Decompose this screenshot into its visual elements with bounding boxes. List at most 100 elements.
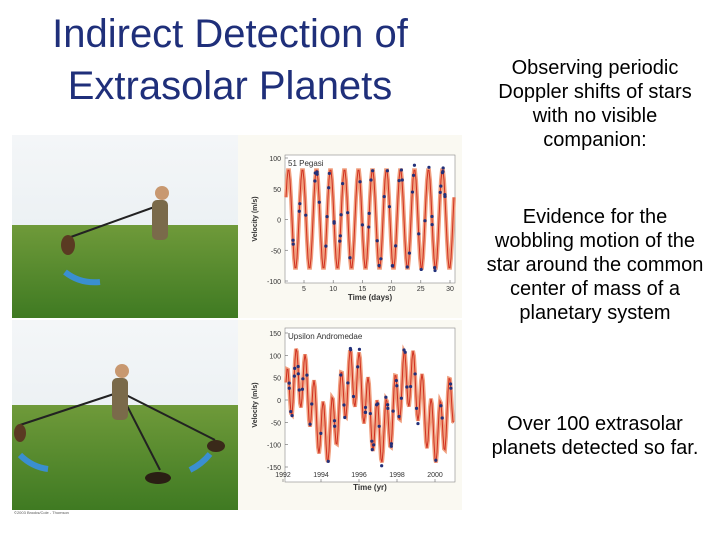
y-tick-label: 0 bbox=[277, 218, 281, 225]
person bbox=[152, 200, 168, 240]
person-head bbox=[115, 364, 129, 378]
observation-dot bbox=[363, 405, 368, 410]
observation-dot bbox=[427, 165, 431, 169]
observation-dot bbox=[385, 169, 389, 173]
observation-dot bbox=[289, 409, 293, 414]
x-tick-label: 30 bbox=[446, 286, 454, 293]
y-tick-label: -100 bbox=[267, 443, 281, 450]
observation-dot bbox=[438, 190, 442, 194]
observation-dot bbox=[440, 171, 445, 175]
x-tick-label: 1998 bbox=[389, 472, 405, 479]
observation-dot bbox=[390, 264, 394, 268]
observation-dot bbox=[351, 394, 356, 399]
x-tick-label: 1996 bbox=[351, 472, 367, 479]
photo-grass bbox=[12, 405, 238, 510]
chart-label: 51 Pegasi bbox=[288, 159, 324, 168]
y-tick-label: 0 bbox=[277, 398, 281, 405]
x-tick-label: 1994 bbox=[313, 472, 329, 479]
observation-dot bbox=[399, 168, 403, 172]
observation-dot bbox=[346, 211, 350, 215]
chart-label: Upsilon Andromedae bbox=[288, 332, 363, 341]
observation-dot bbox=[327, 171, 331, 176]
title-line: Extrasolar Planets bbox=[67, 64, 393, 108]
dog bbox=[207, 440, 225, 452]
observation-dot bbox=[308, 422, 312, 426]
observation-dot bbox=[313, 171, 317, 175]
x-tick-label: 20 bbox=[388, 286, 396, 293]
observation-dot bbox=[327, 186, 331, 190]
observation-dot bbox=[301, 377, 305, 381]
observation-dot bbox=[367, 225, 371, 229]
observation-dot bbox=[290, 413, 294, 418]
observation-dot bbox=[414, 406, 419, 410]
observation-dot bbox=[368, 411, 372, 416]
observation-dot bbox=[433, 265, 437, 270]
observation-dot bbox=[430, 223, 434, 227]
observation-dot bbox=[391, 409, 395, 413]
observation-dot bbox=[305, 373, 309, 377]
x-tick-label: 25 bbox=[417, 286, 425, 293]
dog bbox=[14, 424, 26, 442]
observation-dot bbox=[338, 234, 342, 238]
fit-curve bbox=[285, 169, 455, 269]
observation-dot bbox=[346, 381, 350, 385]
motion-arrow bbox=[63, 269, 101, 286]
observation-dot bbox=[332, 419, 337, 423]
observation-dot bbox=[386, 403, 390, 407]
observation-dot bbox=[405, 265, 409, 269]
paragraph: Over 100 extrasolar planets detected so … bbox=[491, 413, 699, 459]
x-tick-label: 1992 bbox=[275, 472, 291, 479]
x-axis-label: Time (yr) bbox=[353, 483, 387, 492]
observation-dot bbox=[380, 464, 384, 468]
observation-dot bbox=[395, 384, 399, 388]
y-tick-label: -100 bbox=[267, 279, 281, 286]
paragraph: Observing periodic Doppler shifts of sta… bbox=[498, 57, 692, 151]
observation-dot bbox=[291, 238, 295, 242]
observation-dot bbox=[372, 443, 376, 447]
observation-dot bbox=[449, 386, 453, 390]
observation-dot bbox=[319, 431, 323, 435]
paragraph: Evidence for the wobbling motion of the … bbox=[486, 206, 704, 324]
leash bbox=[119, 391, 216, 441]
observation-dot bbox=[293, 366, 297, 370]
observation-dot bbox=[387, 205, 392, 209]
y-tick-label: -50 bbox=[271, 248, 281, 255]
observation-dot bbox=[417, 232, 421, 236]
observation-dot bbox=[377, 263, 381, 268]
observation-dot bbox=[441, 166, 445, 170]
observation-dot bbox=[326, 459, 330, 463]
observation-dot bbox=[296, 372, 300, 376]
observation-dot bbox=[310, 402, 314, 406]
observation-dot bbox=[379, 257, 383, 261]
observation-dot bbox=[357, 347, 362, 351]
x-tick-label: 5 bbox=[302, 286, 306, 293]
observation-dot bbox=[384, 395, 388, 399]
observation-dot bbox=[397, 179, 401, 183]
observation-dot bbox=[419, 267, 423, 272]
y-tick-label: 50 bbox=[273, 376, 281, 383]
observation-dot bbox=[325, 215, 329, 219]
slide-title: Indirect Detection of Extrasolar Planets bbox=[10, 8, 450, 112]
observation-dot bbox=[397, 414, 401, 419]
observation-dot bbox=[370, 448, 374, 452]
observation-dot bbox=[399, 396, 403, 400]
observation-dot bbox=[342, 403, 346, 407]
observation-dot bbox=[407, 251, 412, 255]
observation-dot bbox=[363, 410, 367, 414]
observation-dot bbox=[433, 268, 437, 273]
dog bbox=[61, 235, 75, 255]
x-tick-label: 15 bbox=[359, 286, 367, 293]
observation-dot bbox=[369, 178, 373, 182]
observation-dot bbox=[439, 404, 443, 408]
observation-dot bbox=[423, 219, 427, 223]
observation-dot bbox=[332, 221, 336, 225]
motion-arrow bbox=[17, 452, 49, 472]
observation-dot bbox=[440, 416, 444, 420]
observation-dot bbox=[386, 406, 390, 410]
observation-dot bbox=[416, 421, 420, 426]
y-tick-label: 150 bbox=[269, 331, 281, 338]
y-axis-label: Velocity (m/s) bbox=[252, 382, 259, 427]
observation-dot bbox=[360, 223, 364, 227]
